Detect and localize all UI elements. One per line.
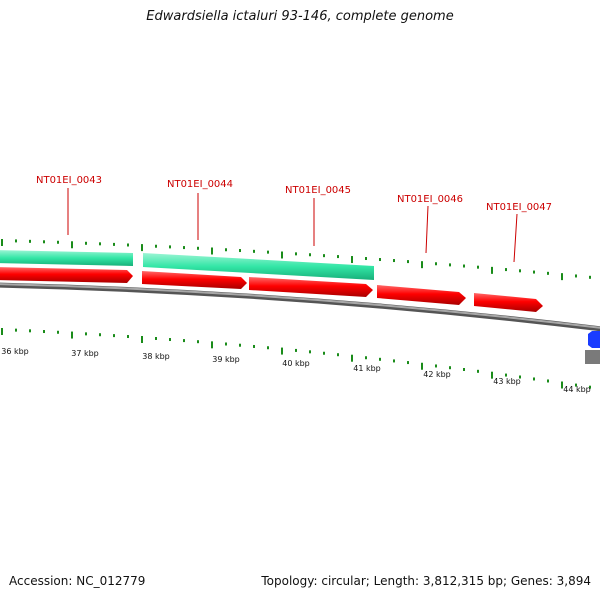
hexagon-feature-icon <box>588 331 600 348</box>
gene-label: NT01EI_0043 <box>36 175 102 186</box>
map-title: Edwardsiella ictaluri 93-146, complete g… <box>146 9 454 24</box>
upper-tick-row <box>1 239 591 281</box>
kbp-label: 37 kbp <box>71 349 99 358</box>
cds-arrow <box>0 267 133 283</box>
gene-label-group: NT01EI_0043 NT01EI_0044 NT01EI_0045 NT01… <box>36 175 552 263</box>
gene-label: NT01EI_0047 <box>486 202 552 213</box>
cds-arrow <box>474 293 543 312</box>
cds-arrow-group <box>0 267 543 312</box>
kbp-label: 43 kbp <box>493 377 521 386</box>
backbone-line <box>0 282 600 332</box>
kbp-label: 38 kbp <box>142 352 170 361</box>
genome-summary-label: Topology: circular; Length: 3,812,315 bp… <box>261 574 591 588</box>
kbp-label: 44 kbp <box>563 385 591 394</box>
gene-bar <box>143 253 374 280</box>
accession-label: Accession: NC_012779 <box>9 574 146 588</box>
kbp-label: 36 kbp <box>1 347 29 356</box>
gene-bar <box>0 250 133 266</box>
gene-label: NT01EI_0044 <box>167 179 233 190</box>
kbp-label: 41 kbp <box>353 364 381 373</box>
grey-feature-block <box>585 350 600 364</box>
kbp-label: 40 kbp <box>282 359 310 368</box>
other-feature-group <box>585 331 600 364</box>
gene-label: NT01EI_0045 <box>285 185 351 196</box>
kbp-label-group: 36 kbp 37 kbp 38 kbp 39 kbp 40 kbp 41 kb… <box>1 347 591 394</box>
gene-label: NT01EI_0046 <box>397 194 463 205</box>
kbp-label: 42 kbp <box>423 370 451 379</box>
cds-arrow <box>249 277 373 297</box>
cds-arrow <box>142 271 247 289</box>
cds-arrow <box>377 285 466 305</box>
lower-tick-row <box>1 328 591 389</box>
kbp-label: 39 kbp <box>212 355 240 364</box>
gene-bar-group <box>0 250 374 280</box>
